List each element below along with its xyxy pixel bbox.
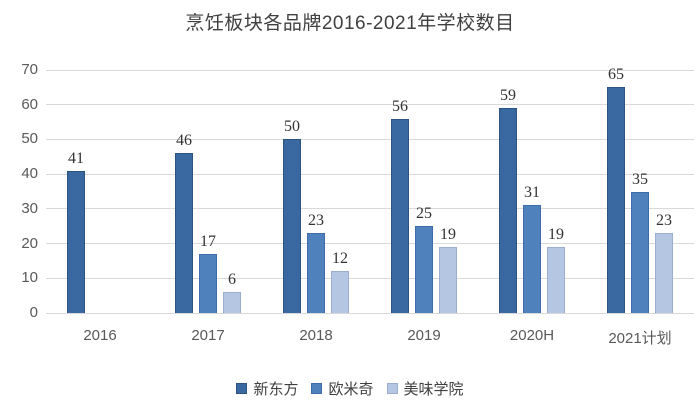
- bar-value-label: 59: [500, 87, 516, 105]
- bar-s2-2020H: [523, 205, 541, 313]
- y-axis-tick-label: 60: [21, 95, 38, 113]
- bar-value-label: 12: [332, 250, 348, 268]
- bar-s2-2021计划: [631, 191, 649, 313]
- y-axis-tick-label: 20: [21, 234, 38, 252]
- y-axis-tick-label: 70: [21, 61, 38, 78]
- bar-value-label: 17: [200, 233, 216, 250]
- bar-slot: 59: [499, 70, 517, 313]
- bar-value-label: 19: [440, 226, 456, 244]
- x-axis-labels: 2016 2017 2018 2019 2020H 2021计划: [46, 327, 694, 348]
- bar-group-2019: 56 25 19: [370, 70, 478, 313]
- bar-s3-2020H: [547, 247, 565, 313]
- bar-slot: 31: [523, 70, 541, 313]
- bar-value-label: 19: [548, 226, 564, 244]
- bar-value-label: 46: [176, 132, 192, 150]
- bar-group-2021计划: 65 35 23: [586, 66, 694, 313]
- bar-value-label: 6: [228, 271, 236, 289]
- bar-value-label: 50: [284, 118, 300, 136]
- bar-value-label: 31: [524, 184, 540, 202]
- x-axis-label-2017: 2017: [191, 327, 225, 344]
- legend-color-swatch-icon: [386, 383, 398, 394]
- bar-value-label: 25: [416, 205, 432, 223]
- bar-slot: 17: [199, 70, 217, 313]
- y-axis-tick-label: 0: [29, 304, 38, 321]
- bar-slot: 50: [283, 70, 301, 313]
- bar-slot: 19: [439, 70, 457, 313]
- chart-title: 烹饪板块各品牌2016-2021年学校数目: [185, 13, 515, 34]
- gridline: [46, 243, 694, 245]
- bar-slot: 41: [67, 70, 85, 313]
- bar-s3-2018: [331, 271, 349, 313]
- legend-color-swatch-icon: [236, 383, 248, 394]
- bar-value-label: 65: [608, 66, 624, 84]
- x-axis-label-2021计划: 2021计划: [608, 330, 672, 347]
- bar-value-label: 35: [632, 170, 648, 188]
- bar-group-2020H: 59 31 19: [478, 70, 586, 313]
- legend: 新东方 欧米奇 美味学院: [0, 378, 700, 399]
- bar-slot: [115, 70, 133, 313]
- bar-slot: 19: [547, 70, 565, 313]
- plot-area: 41 46 17 6 50 23 12 56 25 19 59 31 19 65 35 23: [46, 66, 694, 314]
- bar-value-label: 23: [308, 212, 324, 230]
- y-axis-tick-label: 50: [21, 130, 38, 148]
- x-axis-label-2020H: 2020H: [509, 327, 555, 344]
- bar-value-label: 56: [392, 97, 408, 115]
- bar-group-2016: 41: [46, 70, 154, 313]
- bar-slot: 12: [331, 70, 349, 313]
- y-axis-tick-label: 40: [21, 165, 38, 183]
- bar-slot: 25: [415, 70, 433, 313]
- legend-label: 欧米奇: [328, 381, 374, 398]
- legend-label: 新东方: [253, 381, 299, 398]
- bar-s3-2019: [439, 247, 457, 313]
- bar-s1-2020H: [499, 108, 517, 313]
- bar-slot: 23: [655, 70, 673, 313]
- bar-group-2018: 50 23 12: [262, 70, 370, 313]
- gridline: [46, 173, 694, 175]
- gridline: [46, 312, 694, 314]
- bar-s3-2021计划: [655, 233, 673, 313]
- bar-slot: 35: [631, 70, 649, 313]
- legend-item: 新东方: [236, 378, 298, 399]
- bar-value-label: 23: [656, 212, 672, 230]
- bar-s2-2019: [415, 226, 433, 313]
- gridline: [46, 104, 694, 106]
- bar-slot: [91, 70, 109, 313]
- bar-slot: 46: [175, 70, 193, 313]
- gridline: [46, 208, 694, 210]
- bar-slot: 23: [307, 70, 325, 313]
- bar-s2-2018: [307, 233, 325, 313]
- legend-color-swatch-icon: [311, 383, 323, 394]
- gridline: [46, 138, 694, 140]
- x-axis-label-2016: 2016: [83, 327, 117, 344]
- bar-s1-2018: [283, 139, 301, 313]
- bar-value-label: 41: [68, 149, 84, 167]
- bar-group-2017: 46 17 6: [154, 70, 262, 313]
- gridline: [46, 277, 694, 279]
- bar-s1-2019: [391, 118, 409, 313]
- legend-item: 欧米奇: [311, 378, 374, 399]
- y-axis-tick-label: 30: [21, 199, 38, 217]
- bar-s1-2021计划: [607, 87, 625, 313]
- bar-s1-2016: [67, 170, 85, 313]
- bar-slot: 56: [391, 70, 409, 313]
- bar-slot: 6: [223, 70, 241, 313]
- bar-s2-2017: [199, 254, 217, 313]
- y-axis: 0 10 20 30 40 50 60 70: [0, 0, 38, 416]
- y-axis-tick-label: 10: [21, 269, 38, 287]
- bar-slot: 65: [607, 66, 625, 313]
- legend-label: 美味学院: [403, 381, 464, 398]
- x-axis-label-2019: 2019: [407, 327, 441, 344]
- x-axis-label-2018: 2018: [299, 327, 333, 344]
- legend-item: 美味学院: [386, 378, 464, 399]
- bar-s1-2017: [175, 153, 193, 313]
- gridline: [46, 69, 694, 71]
- bar-s3-2017: [223, 292, 241, 313]
